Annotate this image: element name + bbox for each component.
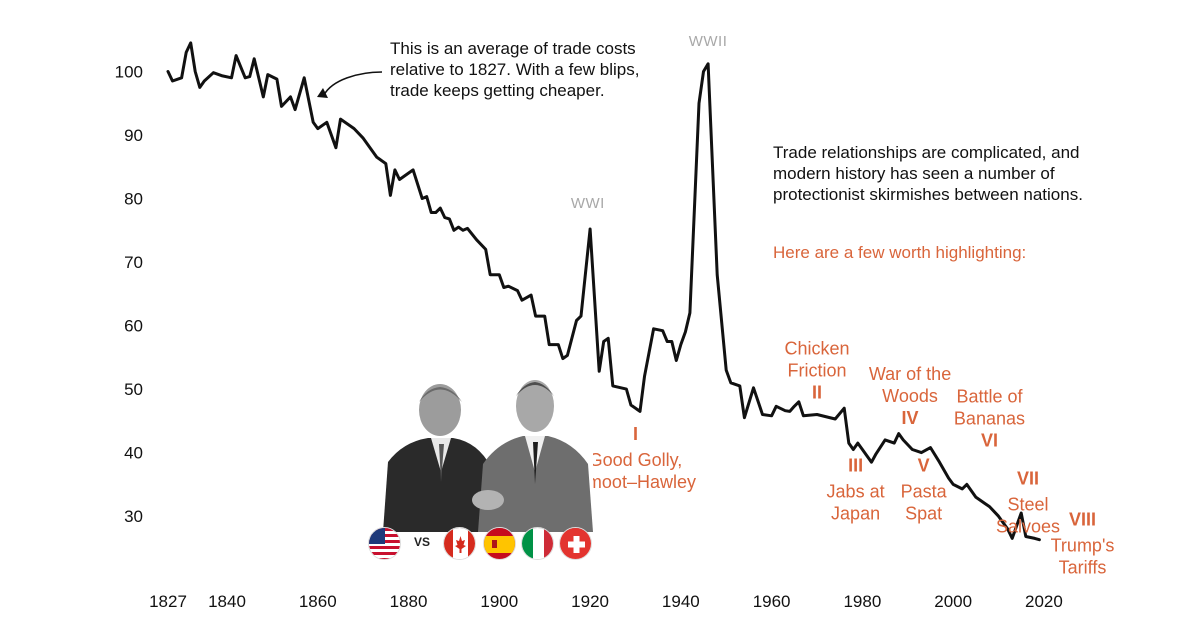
event-label: Trump's (1051, 536, 1115, 556)
annotation-arrowhead (317, 88, 328, 98)
event-label: Pasta (901, 482, 948, 502)
country-flags: VS (368, 527, 598, 563)
event-label: Friction (787, 361, 846, 381)
event-label: Jabs at (827, 482, 885, 502)
event-numeral: VI (981, 430, 998, 450)
highlight-note: Here are a few worth highlighting: (773, 243, 1027, 262)
us-flag-icon (368, 527, 401, 560)
x-axis: 1827 1840 1860 1880 1900 1920 1940 1960 1980 2000… (149, 592, 1063, 611)
x-tick-label: 1960 (753, 592, 791, 611)
event-numeral: IV (902, 408, 919, 428)
x-tick-label: 1980 (843, 592, 881, 611)
event-label: Steel (1008, 494, 1049, 514)
italy-flag-icon (521, 527, 554, 560)
event-label: Chicken (784, 339, 849, 359)
event-numeral: III (848, 456, 863, 476)
y-tick-label: 60 (124, 317, 143, 336)
series-line (166, 41, 1041, 542)
event-numeral: VII (1017, 468, 1039, 488)
event-numeral: I (633, 424, 638, 444)
canada-flag-icon (443, 527, 476, 560)
versus-label: VS (414, 535, 431, 549)
x-tick-label: 1860 (299, 592, 337, 611)
x-tick-label: 1920 (571, 592, 609, 611)
war-label: WWII (689, 33, 728, 50)
event-label: Salvoes (996, 516, 1060, 536)
y-tick-label: 100 (115, 62, 143, 81)
x-tick-label: 1840 (208, 592, 246, 611)
event-label: Tariffs (1059, 558, 1107, 578)
x-tick-label: 2020 (1025, 592, 1063, 611)
y-tick-label: 50 (124, 380, 143, 399)
x-tick-label: 1880 (390, 592, 428, 611)
event-label: Good Golly, (589, 450, 683, 470)
event-numeral: VIII (1069, 510, 1096, 530)
annotation-arrow (323, 71, 383, 96)
event-label: Japan (831, 504, 880, 524)
event-label: Spat (905, 504, 942, 524)
x-tick-label: 1940 (662, 592, 700, 611)
event-annotation: I Good Golly,Smoot–Hawley (575, 424, 696, 492)
historical-photo (383, 372, 593, 532)
event-label: War of the (869, 364, 951, 384)
event-numeral: V (918, 456, 930, 476)
series-layer (166, 41, 1041, 542)
war-labels: WWI WWII (571, 33, 728, 212)
spain-flag-icon (483, 527, 516, 560)
event-label: Smoot–Hawley (575, 472, 696, 492)
event-label: Bananas (954, 408, 1025, 428)
event-numeral: II (812, 383, 822, 403)
x-tick-label: 1827 (149, 592, 187, 611)
y-tick-label: 40 (124, 444, 143, 463)
y-tick-label: 30 (124, 507, 143, 526)
x-tick-label: 1900 (480, 592, 518, 611)
y-tick-label: 70 (124, 253, 143, 272)
switzerland-flag-icon (559, 527, 592, 560)
y-tick-label: 90 (124, 126, 143, 145)
war-label: WWI (571, 195, 605, 212)
average-note: This is an average of trade costs relati… (390, 39, 640, 100)
y-axis: 30 40 50 60 70 80 90 100 (115, 62, 143, 526)
relations-note: Trade relationships are complicated, and… (773, 143, 1083, 204)
x-tick-label: 2000 (934, 592, 972, 611)
event-label: Woods (882, 386, 938, 406)
event-label: Battle of (956, 386, 1023, 406)
y-tick-label: 80 (124, 190, 143, 209)
